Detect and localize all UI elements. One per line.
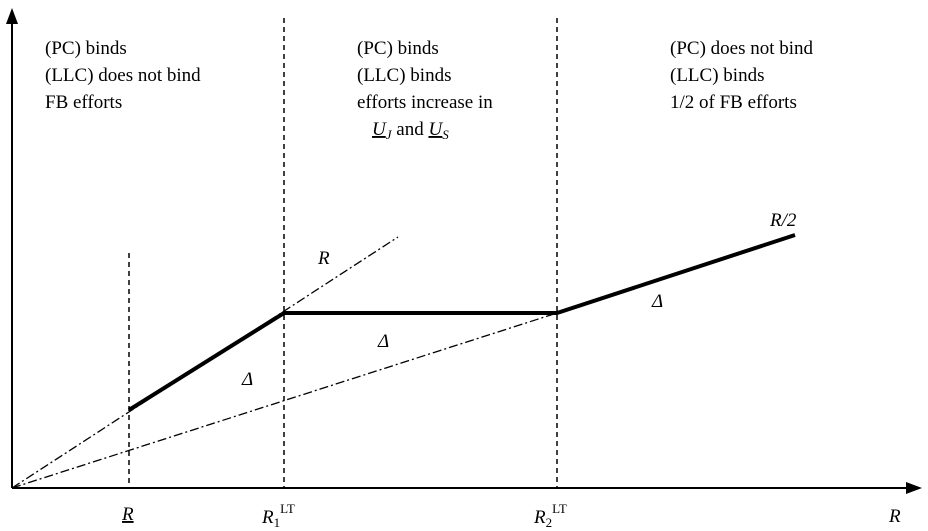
reference-line-half [11, 312, 558, 489]
utility-s-symbol: U [428, 119, 443, 140]
region-3-line-3: 1/2 of FB efforts [670, 92, 797, 113]
delta-label-2: Δ [377, 331, 389, 352]
reference-line-r [11, 236, 399, 489]
x-axis-label: R [888, 506, 901, 527]
region-2-line-1: (PC) binds [357, 38, 439, 59]
y-axis-arrowhead [6, 8, 18, 24]
region-1-line-3: FB efforts [45, 92, 122, 113]
region-1-line-1: (PC) binds [45, 38, 127, 59]
r-half-label: R/2 [769, 210, 797, 231]
delta-label-3: Δ [651, 291, 663, 312]
utility-s-subscript: S [442, 127, 449, 142]
tick-label-r2: R2LT [533, 501, 567, 530]
equilibrium-curve [127, 233, 796, 412]
utility-j-subscript: J [386, 127, 393, 142]
delta-label-1: Δ [241, 369, 253, 390]
tick-label-r-bar: R [121, 504, 134, 525]
r-line-label: R [317, 248, 330, 269]
region-2-line-3: efforts increase in [357, 92, 493, 113]
utility-j-symbol: U [372, 119, 387, 140]
x-axis-arrowhead [906, 482, 922, 494]
region-2-line-4: UJ and US [372, 119, 449, 142]
region-3-line-2: (LLC) binds [670, 65, 764, 86]
region-1-line-2: (LLC) does not bind [45, 65, 201, 86]
utility-and-text: and [392, 119, 429, 140]
region-2-line-2: (LLC) binds [357, 65, 451, 86]
region-3-line-1: (PC) does not bind [670, 38, 814, 59]
tick-label-r1: R1LT [261, 501, 295, 530]
